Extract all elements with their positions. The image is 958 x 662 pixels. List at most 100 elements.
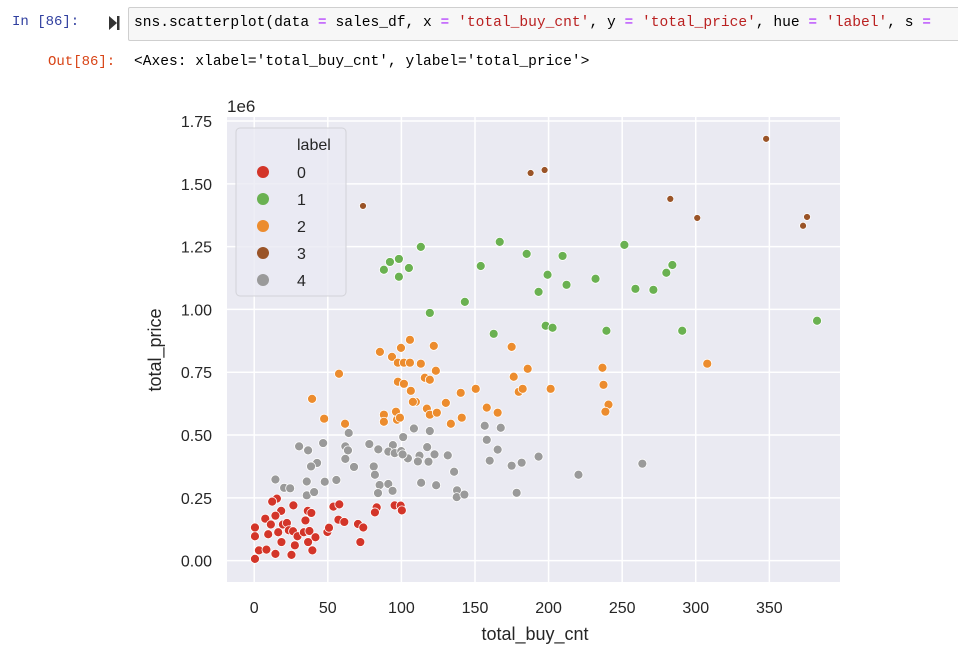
cell-output-text: <Axes: xlabel='total_buy_cnt', ylabel='t… xyxy=(134,54,590,70)
data-point-label-3 xyxy=(359,202,367,210)
data-point-label-0 xyxy=(270,548,281,559)
data-point-label-1 xyxy=(661,267,672,278)
code-token: = xyxy=(317,15,327,31)
data-point-label-0 xyxy=(328,501,339,512)
data-point-label-1 xyxy=(557,251,568,261)
data-point-label-2 xyxy=(506,341,517,352)
code-token xyxy=(817,15,826,31)
data-point-label-0 xyxy=(286,549,297,560)
data-point-label-2 xyxy=(407,396,418,407)
data-point-label-3 xyxy=(693,214,702,222)
data-point-label-4 xyxy=(303,445,313,456)
data-point-label-4 xyxy=(451,492,462,502)
data-point-label-1 xyxy=(459,296,470,307)
code-token: = xyxy=(440,15,450,31)
data-point-label-1 xyxy=(648,284,659,295)
y-tick-label: 1.00 xyxy=(181,302,212,319)
data-point-label-4 xyxy=(449,466,459,477)
data-point-label-4 xyxy=(301,476,312,487)
data-point-label-4 xyxy=(319,476,330,487)
legend-marker-0 xyxy=(257,166,269,178)
data-point-label-1 xyxy=(542,269,553,280)
data-point-label-4 xyxy=(511,487,522,498)
data-point-label-4 xyxy=(422,442,433,452)
data-point-label-4 xyxy=(479,420,490,431)
data-point-label-4 xyxy=(423,456,434,467)
data-point-label-1 xyxy=(590,273,601,284)
x-tick-label: 250 xyxy=(609,600,636,617)
data-point-label-2 xyxy=(375,346,385,357)
data-point-label-4 xyxy=(285,483,296,494)
data-point-label-4 xyxy=(364,439,375,449)
data-point-label-2 xyxy=(603,399,614,410)
data-point-label-0 xyxy=(333,514,344,525)
data-point-label-1 xyxy=(394,271,404,282)
y-tick-label: 0.75 xyxy=(181,365,212,382)
data-point-label-2 xyxy=(391,406,401,417)
data-point-label-1 xyxy=(394,254,404,264)
data-point-label-4 xyxy=(374,480,385,490)
legend-marker-3 xyxy=(257,247,269,259)
data-point-label-3 xyxy=(799,221,807,230)
data-point-label-2 xyxy=(430,365,441,376)
data-point-label-4 xyxy=(484,455,495,466)
data-point-label-4 xyxy=(424,426,435,436)
x-axis-label: total_buy_cnt xyxy=(481,624,588,645)
y-tick-label: 0.00 xyxy=(181,554,212,571)
data-point-label-0 xyxy=(334,499,345,510)
data-point-label-3 xyxy=(666,194,675,203)
data-point-label-2 xyxy=(396,342,406,353)
data-point-label-4 xyxy=(340,454,351,464)
data-point-label-1 xyxy=(424,308,435,318)
code-token: 'label' xyxy=(825,15,888,31)
data-point-label-1 xyxy=(667,260,678,270)
x-tick-label: 0 xyxy=(250,600,259,617)
data-point-label-4 xyxy=(270,474,281,485)
legend-label: 1 xyxy=(297,192,306,209)
data-point-label-4 xyxy=(331,475,342,485)
data-point-label-1 xyxy=(404,263,414,273)
y-tick-label: 1.50 xyxy=(181,177,212,194)
y-offset-label: 1e6 xyxy=(227,97,255,116)
data-point-label-4 xyxy=(349,462,359,472)
data-point-label-2 xyxy=(428,340,439,351)
code-token: 'total_buy_cnt' xyxy=(458,15,590,31)
data-point-label-2 xyxy=(392,357,403,368)
code-token: = xyxy=(808,15,818,31)
data-point-label-4 xyxy=(312,458,322,468)
data-point-label-4 xyxy=(442,450,453,461)
data-point-label-2 xyxy=(307,393,317,404)
code-token xyxy=(633,15,642,31)
data-point-label-2 xyxy=(405,385,416,396)
data-point-label-0 xyxy=(395,500,406,511)
data-point-label-0 xyxy=(324,522,334,533)
y-tick-label: 1.75 xyxy=(181,114,212,131)
data-point-label-0 xyxy=(322,527,333,537)
data-point-label-0 xyxy=(250,553,260,564)
run-cell-icon[interactable] xyxy=(108,15,120,31)
data-point-label-4 xyxy=(306,461,316,472)
data-point-label-0 xyxy=(303,537,313,547)
data-point-label-4 xyxy=(301,490,312,501)
y-tick-label: 0.50 xyxy=(181,428,212,445)
data-point-label-0 xyxy=(358,522,369,533)
data-point-label-2 xyxy=(597,362,608,373)
data-point-label-0 xyxy=(289,540,300,551)
data-point-label-0 xyxy=(396,505,407,516)
data-point-label-2 xyxy=(424,374,435,385)
code-token xyxy=(449,15,458,31)
data-point-label-2 xyxy=(399,378,409,389)
data-point-label-4 xyxy=(396,446,407,457)
data-point-label-1 xyxy=(601,325,612,336)
data-point-label-1 xyxy=(630,283,641,294)
data-point-label-0 xyxy=(300,515,311,526)
grid-lines xyxy=(227,117,840,582)
data-point-label-2 xyxy=(440,397,451,408)
data-point-label-4 xyxy=(397,449,408,460)
data-point-label-2 xyxy=(419,372,430,383)
legend-title: label xyxy=(297,137,331,154)
data-point-label-2 xyxy=(378,416,389,427)
legend-marker-4 xyxy=(257,274,269,286)
data-point-label-2 xyxy=(410,396,421,407)
code-cell-input[interactable]: sns.scatterplot(data = sales_df, x = 'to… xyxy=(128,7,958,41)
